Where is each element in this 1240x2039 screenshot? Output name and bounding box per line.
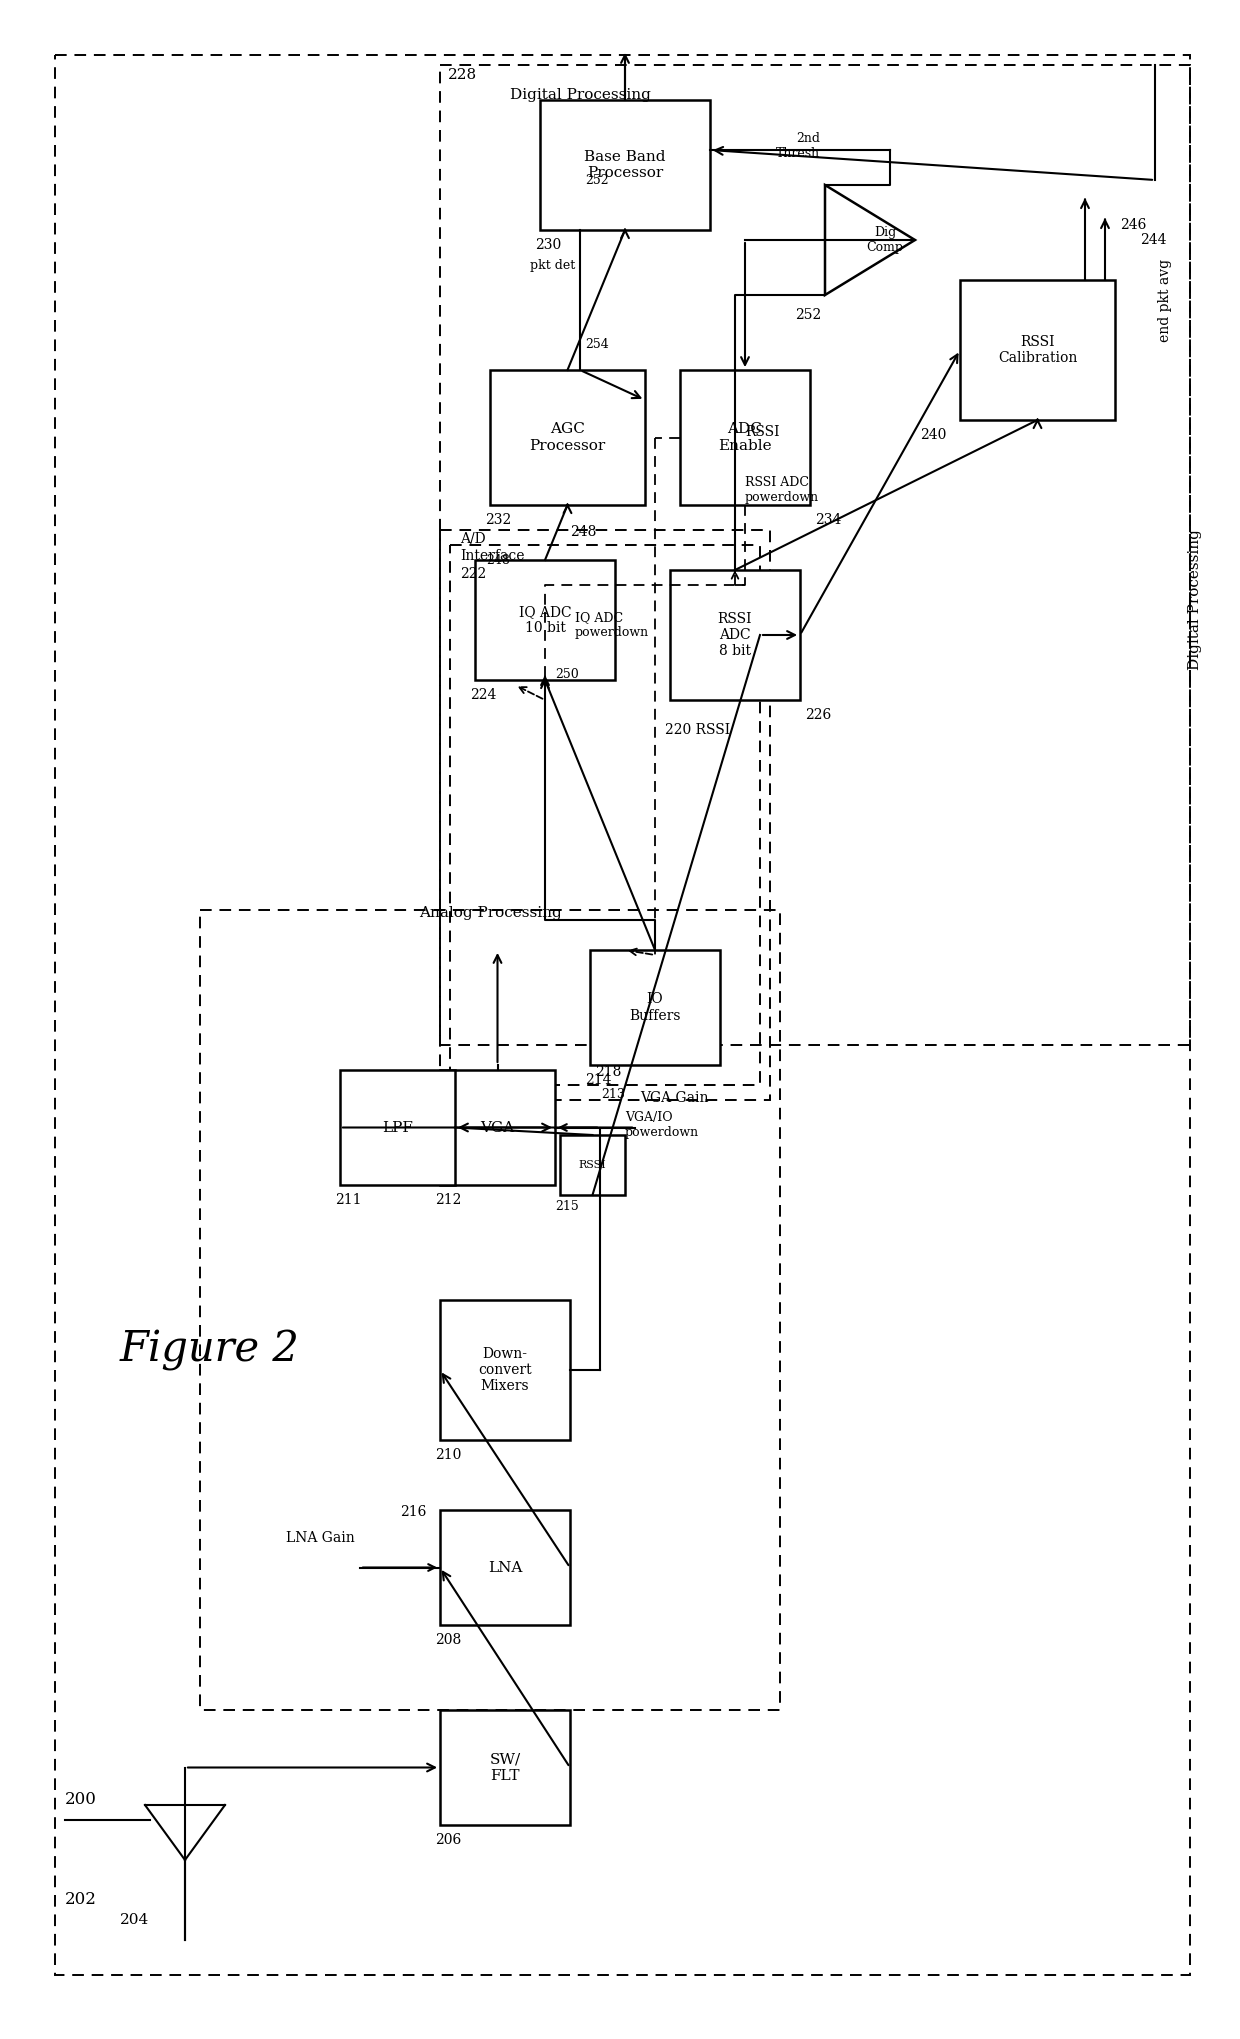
Text: Analog Processing: Analog Processing: [419, 905, 562, 920]
Text: VGA/IO
powerdown: VGA/IO powerdown: [625, 1111, 699, 1140]
Text: 206: 206: [435, 1833, 461, 1847]
Text: A/D: A/D: [460, 530, 486, 544]
Text: 252: 252: [795, 308, 821, 322]
Text: IO
Buffers: IO Buffers: [629, 993, 681, 1024]
Text: 208: 208: [435, 1633, 461, 1648]
Bar: [590, 950, 720, 1064]
Text: 213: 213: [601, 1089, 625, 1101]
Text: IQ ADC
powerdown: IQ ADC powerdown: [575, 612, 649, 638]
Text: 218: 218: [595, 1066, 621, 1079]
Text: RSSI: RSSI: [579, 1160, 606, 1170]
Text: IQ ADC
10 bit: IQ ADC 10 bit: [518, 606, 572, 634]
Text: 210: 210: [435, 1448, 461, 1462]
Text: 240: 240: [920, 428, 946, 442]
Bar: [440, 1711, 570, 1825]
Text: 2nd
Thresh: 2nd Thresh: [776, 133, 820, 159]
Bar: [475, 561, 615, 679]
Bar: [440, 530, 770, 1099]
Text: LNA Gain: LNA Gain: [286, 1531, 355, 1544]
Text: 244: 244: [1140, 232, 1167, 247]
Bar: [539, 100, 711, 230]
Text: 215: 215: [556, 1201, 579, 1213]
Text: RSSI ADC
powerdown: RSSI ADC powerdown: [745, 475, 820, 504]
Text: 212: 212: [435, 1193, 461, 1207]
Polygon shape: [825, 186, 915, 296]
Text: 252: 252: [585, 173, 609, 186]
Text: ADC
Enable: ADC Enable: [718, 422, 771, 453]
Text: pkt det: pkt det: [529, 259, 575, 271]
Text: 228: 228: [448, 67, 477, 82]
Text: LNA: LNA: [487, 1560, 522, 1574]
Text: VGA: VGA: [480, 1121, 515, 1134]
Text: 220 RSSI: 220 RSSI: [665, 724, 730, 736]
Bar: [560, 1136, 625, 1195]
Text: end pkt avg: end pkt avg: [1158, 259, 1172, 343]
Text: RSSI
Calibration: RSSI Calibration: [998, 334, 1078, 365]
Text: 222: 222: [460, 567, 486, 581]
Bar: [340, 1070, 455, 1185]
Bar: [200, 909, 780, 1711]
Bar: [670, 571, 800, 699]
Text: Interface: Interface: [460, 548, 525, 563]
Bar: [440, 1070, 556, 1185]
Text: 250: 250: [556, 669, 579, 681]
Text: 246: 246: [1120, 218, 1146, 232]
Text: 226: 226: [805, 708, 831, 722]
Text: LPF: LPF: [382, 1121, 413, 1134]
Text: 254: 254: [585, 338, 609, 351]
Bar: [440, 1511, 570, 1625]
Text: RSSI: RSSI: [745, 426, 780, 440]
Text: 216: 216: [401, 1505, 427, 1519]
Text: 200: 200: [64, 1792, 97, 1809]
Text: 248: 248: [486, 553, 510, 567]
Bar: [450, 544, 760, 1085]
Text: 230: 230: [534, 239, 562, 253]
Bar: [680, 369, 810, 506]
Bar: [960, 279, 1115, 420]
Text: 211: 211: [335, 1193, 362, 1207]
Text: Dig
Comp: Dig Comp: [867, 226, 904, 255]
Text: 224: 224: [470, 687, 496, 701]
Text: 204: 204: [120, 1913, 149, 1927]
Text: 248: 248: [570, 526, 596, 540]
Text: RSSI
ADC
8 bit: RSSI ADC 8 bit: [718, 612, 753, 659]
Text: 232: 232: [485, 514, 511, 526]
Text: AGC
Processor: AGC Processor: [529, 422, 605, 453]
Text: Figure 2: Figure 2: [120, 1329, 300, 1370]
Text: Digital Processing: Digital Processing: [1188, 530, 1202, 671]
Text: Digital Processing: Digital Processing: [510, 88, 651, 102]
Text: VGA Gain: VGA Gain: [640, 1091, 708, 1105]
Bar: [440, 1301, 570, 1440]
Text: 214: 214: [585, 1073, 611, 1087]
Bar: [440, 65, 1190, 1046]
Text: 202: 202: [64, 1892, 97, 1909]
Bar: [490, 369, 645, 506]
Text: SW/
FLT: SW/ FLT: [490, 1752, 521, 1782]
Text: Down-
convert
Mixers: Down- convert Mixers: [479, 1348, 532, 1393]
Text: 234: 234: [815, 514, 842, 526]
Text: Base Band
Processor: Base Band Processor: [584, 151, 666, 179]
